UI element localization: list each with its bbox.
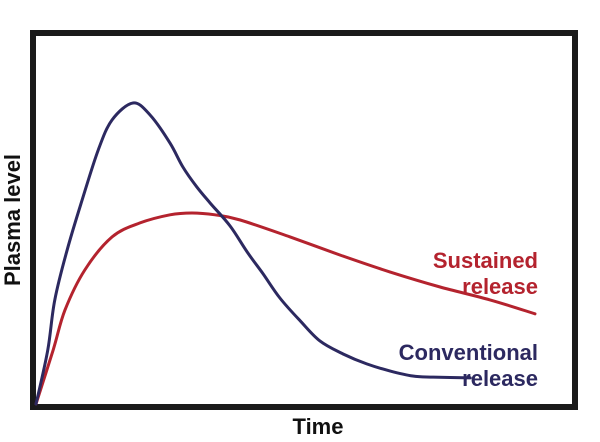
sustained-release-label-line2: release bbox=[462, 274, 538, 299]
curves-svg bbox=[34, 101, 537, 406]
x-axis-label: Time bbox=[292, 414, 344, 439]
sustained-release-label: Sustained release bbox=[433, 248, 538, 300]
conventional-release-label-line1: Conventional bbox=[398, 340, 538, 365]
y-axis-label: Plasma level bbox=[0, 153, 25, 287]
curve-sustained-release bbox=[34, 211, 537, 406]
sustained-release-label-line1: Sustained bbox=[432, 248, 538, 273]
plot-area bbox=[30, 30, 578, 410]
curve-conventional-release bbox=[34, 101, 472, 406]
conventional-release-label-line2: release bbox=[462, 366, 538, 391]
conventional-release-label: Conventional release bbox=[399, 340, 538, 392]
